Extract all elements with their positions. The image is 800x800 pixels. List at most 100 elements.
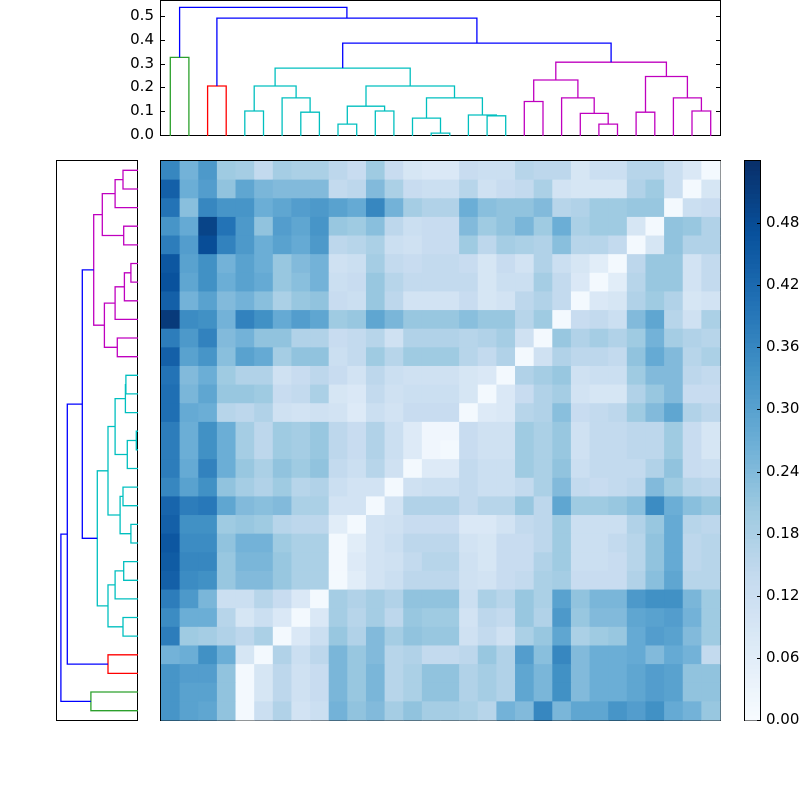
heatmap-cell bbox=[664, 664, 684, 684]
heatmap-cell bbox=[533, 421, 553, 442]
heatmap-cell bbox=[626, 161, 647, 181]
heatmap-cell bbox=[552, 291, 572, 311]
heatmap-cell bbox=[272, 198, 293, 218]
heatmap-cell bbox=[161, 403, 181, 423]
heatmap-cell bbox=[179, 161, 199, 181]
heatmap-cell bbox=[365, 477, 386, 497]
heatmap-cell bbox=[626, 496, 647, 516]
dendrogram-link bbox=[216, 17, 478, 86]
heatmap-cell bbox=[459, 161, 479, 181]
heatmap-cell bbox=[515, 272, 535, 293]
colorbar-tick-label: 0.24 bbox=[766, 461, 800, 480]
heatmap-cell bbox=[421, 161, 442, 181]
heatmap-cell bbox=[347, 272, 367, 293]
heatmap-cell bbox=[589, 552, 609, 572]
heatmap-cell bbox=[664, 198, 684, 218]
heatmap-cell bbox=[477, 198, 497, 218]
heatmap-cell bbox=[365, 440, 386, 460]
heatmap-cell bbox=[515, 496, 535, 516]
heatmap-cell bbox=[552, 701, 572, 721]
heatmap-cell bbox=[198, 515, 218, 535]
heatmap-cell bbox=[403, 198, 423, 218]
heatmap-cell bbox=[291, 626, 311, 647]
top-dendrogram-tick-label: 0.0 bbox=[130, 125, 154, 143]
heatmap-cell bbox=[440, 459, 460, 479]
heatmap-cell bbox=[179, 682, 199, 702]
heatmap-cell bbox=[682, 254, 702, 274]
heatmap-cell bbox=[645, 552, 665, 572]
dendrogram-link bbox=[169, 56, 190, 136]
heatmap-cell bbox=[477, 515, 497, 535]
heatmap-cell bbox=[515, 589, 535, 609]
heatmap-cell bbox=[421, 347, 442, 367]
heatmap-cell bbox=[365, 570, 386, 591]
heatmap-cell bbox=[552, 496, 572, 516]
heatmap-cell bbox=[291, 291, 311, 311]
heatmap-cell bbox=[272, 161, 293, 181]
heatmap-cell bbox=[254, 496, 274, 516]
heatmap-cell bbox=[216, 235, 237, 255]
heatmap-cell bbox=[533, 459, 553, 479]
heatmap-cell bbox=[626, 440, 647, 460]
heatmap-cell bbox=[254, 645, 274, 665]
heatmap-cell bbox=[608, 310, 628, 330]
heatmap-cell bbox=[440, 440, 460, 460]
heatmap-cell bbox=[179, 254, 199, 274]
dendrogram-link bbox=[66, 403, 108, 665]
heatmap-cell bbox=[682, 216, 702, 237]
heatmap-cell bbox=[645, 310, 665, 330]
heatmap-cell bbox=[440, 198, 460, 218]
heatmap-cell bbox=[645, 421, 665, 442]
heatmap-cell bbox=[608, 254, 628, 274]
heatmap-cell bbox=[272, 254, 293, 274]
heatmap-cell bbox=[701, 179, 721, 199]
heatmap-cell bbox=[216, 701, 237, 721]
heatmap-cell bbox=[235, 198, 255, 218]
heatmap-cell bbox=[496, 347, 516, 367]
heatmap-cell bbox=[496, 421, 516, 442]
heatmap-cell bbox=[459, 682, 479, 702]
heatmap-cell bbox=[235, 626, 255, 647]
heatmap-cell bbox=[216, 161, 237, 181]
heatmap-cell bbox=[440, 645, 460, 665]
dendrogram-link bbox=[114, 178, 138, 209]
heatmap-cell bbox=[403, 328, 423, 348]
heatmap-cell bbox=[589, 291, 609, 311]
heatmap-cell bbox=[365, 365, 386, 386]
heatmap-cell bbox=[459, 254, 479, 274]
heatmap-cell bbox=[310, 384, 330, 404]
dendrogram-link bbox=[130, 523, 138, 544]
heatmap-cell bbox=[496, 570, 516, 591]
heatmap-cell bbox=[589, 515, 609, 535]
heatmap-cell bbox=[440, 254, 460, 274]
heatmap-cell bbox=[682, 459, 702, 479]
heatmap-cell bbox=[179, 291, 199, 311]
heatmap-cell bbox=[589, 198, 609, 218]
heatmap-cell bbox=[310, 421, 330, 442]
heatmap-cell bbox=[384, 552, 404, 572]
heatmap-cell bbox=[235, 291, 255, 311]
heatmap-cell bbox=[328, 701, 348, 721]
heatmap-cell bbox=[328, 347, 348, 367]
heatmap-cell bbox=[291, 365, 311, 386]
heatmap-cell bbox=[328, 403, 348, 423]
heatmap-cell bbox=[328, 179, 348, 199]
heatmap-cell bbox=[682, 552, 702, 572]
heatmap-cell bbox=[589, 570, 609, 591]
heatmap-cell bbox=[682, 701, 702, 721]
heatmap-cell bbox=[626, 682, 647, 702]
heatmap-cell bbox=[235, 496, 255, 516]
heatmap-cell bbox=[403, 477, 423, 497]
heatmap-cell bbox=[179, 272, 199, 293]
heatmap-cell bbox=[645, 608, 665, 628]
heatmap-cell bbox=[216, 440, 237, 460]
heatmap-cell bbox=[235, 477, 255, 497]
heatmap-cell bbox=[365, 328, 386, 348]
heatmap-cell bbox=[477, 347, 497, 367]
heatmap-cell bbox=[682, 235, 702, 255]
heatmap-cell bbox=[496, 198, 516, 218]
heatmap-cell bbox=[235, 645, 255, 665]
dendrogram-link bbox=[644, 75, 689, 113]
heatmap-cell bbox=[496, 384, 516, 404]
heatmap-cell bbox=[310, 552, 330, 572]
